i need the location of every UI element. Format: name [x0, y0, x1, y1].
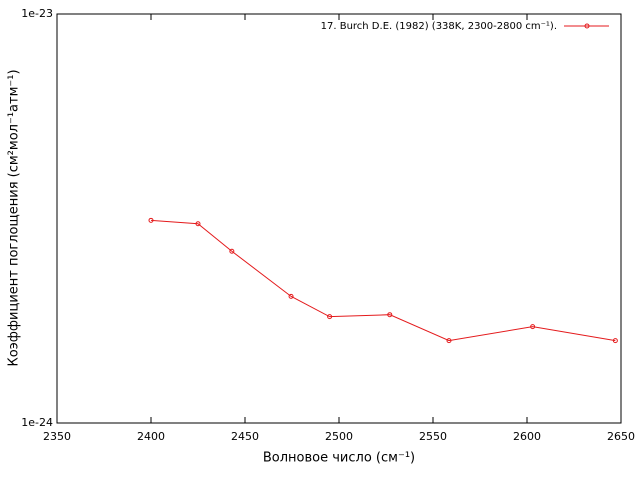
x-axis-label: Волновое число (см⁻¹): [263, 451, 415, 466]
x-tick-label: 2350: [43, 430, 71, 443]
legend-marker: [584, 23, 590, 29]
x-tick-label: 2500: [325, 430, 353, 443]
y-tick-label: 1e-24: [21, 416, 53, 429]
data-point: [229, 248, 235, 254]
x-tick-label: 2600: [513, 430, 541, 443]
legend-label: 17. Burch D.E. (1982) (338K, 2300-2800 c…: [321, 21, 557, 32]
x-tick-label: 2450: [231, 430, 259, 443]
x-tick-label: 2550: [419, 430, 447, 443]
x-tick-label: 2400: [137, 430, 165, 443]
data-point: [530, 324, 536, 330]
data-point: [612, 338, 618, 344]
x-tick-label: 2650: [607, 430, 635, 443]
data-point: [387, 312, 393, 318]
plot-border: [56, 13, 622, 424]
data-point: [327, 314, 333, 320]
data-point: [446, 338, 452, 344]
data-point: [195, 221, 201, 227]
series-line: [150, 219, 616, 342]
y-tick-label: 1e-23: [21, 7, 53, 20]
data-point: [288, 293, 294, 299]
y-axis-label: Коэффициент поглощения (см²мол⁻¹атм⁻¹): [7, 69, 22, 366]
data-point: [148, 217, 154, 223]
